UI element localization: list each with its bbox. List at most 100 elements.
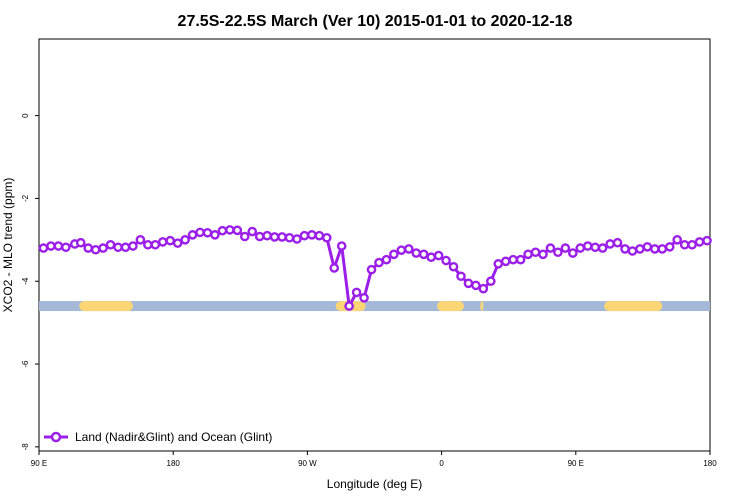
data-point <box>620 244 630 254</box>
land-segment <box>604 301 663 312</box>
data-point <box>366 264 377 275</box>
data-point <box>165 235 176 246</box>
data-point <box>471 280 481 291</box>
data-point <box>187 230 198 240</box>
surface-type-band <box>39 301 710 312</box>
data-point <box>329 263 340 273</box>
data-point <box>38 243 49 253</box>
data-point <box>560 243 571 253</box>
data-point <box>321 232 332 243</box>
data-point <box>381 254 392 265</box>
data-point <box>202 227 213 238</box>
data-point <box>307 230 317 240</box>
data-point <box>292 234 302 244</box>
data-point <box>210 230 220 240</box>
data-point <box>411 248 422 258</box>
data-point <box>635 244 645 254</box>
data-point <box>172 238 183 248</box>
data-point <box>538 249 548 260</box>
y-tick-label: -4 <box>21 277 30 285</box>
y-axis-label: XCO2 - MLO trend (ppm) <box>1 178 15 313</box>
data-point <box>336 241 347 251</box>
data-point <box>128 241 138 251</box>
data-point <box>486 276 496 287</box>
data-point <box>120 242 131 253</box>
data-point <box>232 225 243 236</box>
data-point <box>374 257 384 268</box>
x-tick-label: 180 <box>167 459 181 468</box>
data-point <box>448 261 459 272</box>
data-point <box>568 248 578 258</box>
data-point <box>262 230 272 241</box>
data-point <box>456 271 466 282</box>
data-point <box>157 237 168 247</box>
data-series <box>38 225 712 311</box>
x-tick-label: 0 <box>439 459 444 468</box>
data-point <box>314 230 325 241</box>
data-point <box>46 241 56 251</box>
data-point <box>105 239 116 250</box>
data-point <box>702 235 712 246</box>
data-point <box>150 239 161 250</box>
data-point <box>83 243 94 253</box>
data-point <box>478 283 489 294</box>
x-axis-label: Longitude (deg E) <box>327 477 422 491</box>
land-segment <box>79 301 133 312</box>
land-segment <box>437 301 464 312</box>
data-point <box>299 230 310 241</box>
data-point <box>403 244 414 254</box>
data-point <box>180 235 190 245</box>
data-point <box>672 235 682 245</box>
data-point <box>90 244 101 255</box>
data-point <box>239 231 250 242</box>
data-point <box>113 242 123 253</box>
chart-title: 27.5S-22.5S March (Ver 10) 2015-01-01 to… <box>178 13 573 30</box>
data-point <box>463 278 474 289</box>
data-point <box>642 242 653 252</box>
data-point <box>605 239 615 249</box>
data-point <box>679 239 690 250</box>
data-point <box>627 246 638 256</box>
data-point <box>351 287 362 298</box>
data-point <box>694 237 705 247</box>
data-point <box>217 225 228 236</box>
land-segment <box>480 301 484 312</box>
x-tick-label: 180 <box>703 459 717 468</box>
data-point <box>277 232 287 242</box>
data-point <box>657 244 668 254</box>
data-point <box>247 226 258 237</box>
data-point <box>687 239 697 250</box>
data-point <box>426 252 436 263</box>
data-point <box>53 241 64 251</box>
legend-marker-swatch <box>50 431 62 443</box>
data-point <box>254 231 265 242</box>
data-point <box>441 255 451 266</box>
data-point <box>523 249 533 260</box>
data-point <box>508 254 518 265</box>
x-axis-ticks: 90 E 180 90 W 0 90 E 180 <box>31 451 717 468</box>
data-point <box>500 256 511 267</box>
data-point <box>284 232 295 243</box>
data-point <box>590 242 600 253</box>
plot-frame <box>38 38 711 452</box>
data-point <box>135 235 146 245</box>
data-point <box>389 249 399 260</box>
data-point <box>515 254 526 265</box>
data-point <box>664 242 675 252</box>
y-tick-label: -6 <box>21 360 30 368</box>
data-point <box>493 259 504 269</box>
data-point <box>61 242 71 253</box>
x-tick-label: 90 E <box>568 459 584 468</box>
data-point <box>396 245 407 255</box>
y-axis-ticks: 0 -2 -4 -6 -8 <box>21 113 39 450</box>
data-point <box>650 244 660 254</box>
legend: Land (Nadir&Glint) and Ocean (Glint) <box>44 430 272 444</box>
data-point <box>612 237 623 248</box>
data-point <box>582 241 593 251</box>
y-tick-label: -2 <box>21 194 30 202</box>
data-point <box>575 243 586 253</box>
data-point <box>433 250 444 261</box>
x-tick-label: 90 W <box>298 459 317 468</box>
data-point <box>597 243 608 253</box>
